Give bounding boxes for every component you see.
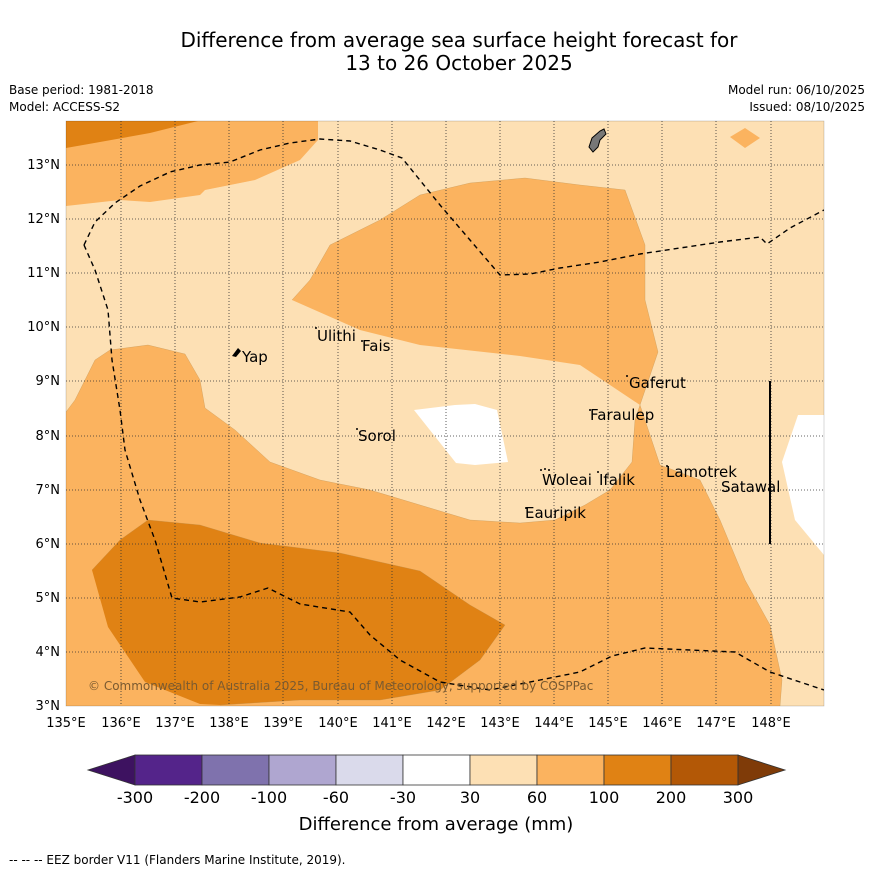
lon-label-140: 140°E	[318, 716, 358, 731]
colorbar-title: Difference from average (mm)	[299, 814, 574, 835]
lon-label-145: 145°E	[588, 716, 628, 731]
longitude-axis: 135°E 136°E 137°E 138°E 139°E 140°E 141°…	[46, 716, 791, 731]
colorbar-swatch-30-60	[469, 754, 538, 786]
place-label-lamotrek: Lamotrek	[666, 463, 737, 481]
place-label-eauripik: Eauripik	[525, 504, 586, 522]
band-100-200-northwest	[66, 121, 198, 148]
eez-border-north	[83, 138, 824, 276]
lon-label-136: 136°E	[101, 716, 141, 731]
model-run-label: Model run: 06/10/2025	[727, 83, 865, 97]
place-label-woleai: Woleai	[542, 471, 592, 489]
lon-label-146: 146°E	[642, 716, 682, 731]
band-100-200-south	[92, 520, 505, 705]
issued-label: Issued: 08/10/2025	[749, 100, 865, 114]
band-neutral-east	[782, 415, 824, 555]
eez-border	[83, 244, 824, 691]
lat-label-5: 5°N	[36, 591, 61, 606]
colorbar-tick-minus300: -300	[117, 788, 153, 807]
lat-label-4: 4°N	[36, 645, 61, 660]
lat-label-13: 13°N	[27, 158, 60, 173]
lat-label-9: 9°N	[36, 374, 61, 389]
band-60-100-northeast-patch	[730, 128, 760, 148]
lon-label-144: 144°E	[534, 716, 574, 731]
colorbar-tick-minus200: -200	[184, 788, 220, 807]
map-title-line1: Difference from average sea surface heig…	[180, 28, 738, 52]
lat-label-10: 10°N	[27, 320, 60, 335]
lat-label-8: 8°N	[36, 429, 61, 444]
copyright-notice: © Commonwealth of Australia 2025, Bureau…	[88, 679, 593, 693]
lat-label-6: 6°N	[36, 537, 61, 552]
latitude-axis: 13°N 12°N 11°N 10°N 9°N 8°N 7°N 6°N 5°N …	[27, 158, 60, 714]
band-neutral-central	[414, 404, 508, 465]
place-label-gaferut: Gaferut	[629, 374, 686, 392]
lon-label-138: 138°E	[209, 716, 249, 731]
lon-label-141: 141°E	[372, 716, 412, 731]
colorbar-tick-minus100: -100	[251, 788, 287, 807]
contour-layer: © Commonwealth of Australia 2025, Bureau…	[66, 121, 824, 706]
lat-label-12: 12°N	[27, 212, 60, 227]
band-60-100-central	[292, 178, 658, 405]
map-title-line2: 13 to 26 October 2025	[345, 51, 573, 75]
band-60-100-north	[66, 121, 318, 206]
colorbar-swatch-minus200-minus100	[201, 754, 270, 786]
lon-label-143: 143°E	[480, 716, 520, 731]
colorbar-swatch-200-300	[670, 754, 739, 786]
guam-island	[588, 128, 607, 153]
colorbar-swatch-minus100-minus60	[268, 754, 337, 786]
lon-label-137: 137°E	[155, 716, 195, 731]
lon-label-139: 139°E	[263, 716, 303, 731]
colorbar-extend-low	[86, 754, 136, 786]
colorbar-swatch-minus60-minus30	[335, 754, 404, 786]
lon-label-148: 148°E	[751, 716, 791, 731]
place-label-ulithi: Ulithi	[317, 327, 356, 345]
place-label-yap: Yap	[241, 348, 268, 366]
base-period-label: Base period: 1981-2018	[9, 83, 154, 97]
colorbar-tick-100: 100	[589, 788, 620, 807]
place-label-faraulep: Faraulep	[590, 406, 654, 424]
gridlines	[66, 121, 824, 706]
yap-island	[232, 348, 241, 357]
lon-label-147: 147°E	[696, 716, 736, 731]
colorbar-swatch-minus300-minus200	[134, 754, 203, 786]
eez-footnote: -- -- -- EEZ border V11 (Flanders Marine…	[9, 853, 346, 867]
place-label-sorol: Sorol	[358, 427, 396, 445]
colorbar-tick-60: 60	[527, 788, 547, 807]
lat-label-11: 11°N	[27, 266, 60, 281]
colorbar-extend-high	[737, 754, 787, 786]
lat-label-3: 3°N	[36, 699, 61, 714]
colorbar-swatch-100-200	[603, 754, 672, 786]
colorbar-tick-30: 30	[460, 788, 480, 807]
lat-label-7: 7°N	[36, 483, 61, 498]
colorbar-tick-300: 300	[723, 788, 754, 807]
colorbar-swatch-minus30-30	[402, 754, 471, 786]
lon-label-142: 142°E	[426, 716, 466, 731]
model-label: Model: ACCESS-S2	[9, 100, 121, 114]
place-label-satawal: Satawal	[721, 478, 780, 496]
colorbar-tick-200: 200	[656, 788, 687, 807]
atoll-markers	[315, 327, 668, 509]
lon-label-135: 135°E	[46, 716, 86, 731]
colorbar-swatch-60-100	[536, 754, 605, 786]
place-label-ifalik: Ifalik	[599, 471, 635, 489]
colorbar: -300 -200 -100 -60 -30 30 60 100 200 300…	[86, 754, 787, 835]
colorbar-tick-minus60: -60	[323, 788, 349, 807]
place-label-fais: Fais	[362, 337, 391, 355]
colorbar-tick-minus30: -30	[390, 788, 416, 807]
map-frame	[65, 120, 825, 707]
